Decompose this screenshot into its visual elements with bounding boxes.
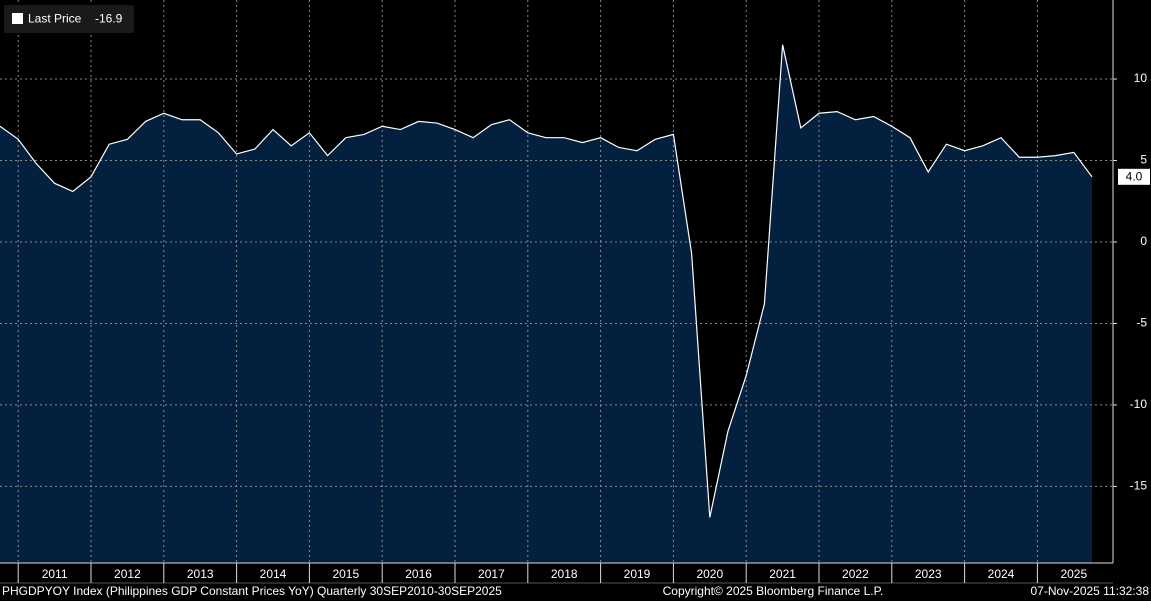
area-fill — [0, 44, 1092, 563]
y-tick-label: -10 — [1130, 397, 1148, 411]
x-tick-label: 2024 — [988, 567, 1015, 581]
x-tick-label: 2012 — [114, 567, 141, 581]
x-tick-label: 2013 — [187, 567, 214, 581]
x-tick-label: 2021 — [769, 567, 796, 581]
last-value-box — [1118, 168, 1150, 185]
x-tick-label: 2017 — [478, 567, 505, 581]
x-tick-label: 2018 — [551, 567, 578, 581]
x-tick-label: 2020 — [696, 567, 723, 581]
x-tick-label: 2019 — [624, 567, 651, 581]
footer-center: Copyright© 2025 Bloomberg Finance L.P. — [663, 584, 884, 598]
last-value-label: 4.0 — [1126, 169, 1143, 183]
x-tick-label: 2023 — [915, 567, 942, 581]
x-tick-label: 2015 — [332, 567, 359, 581]
x-tick-label: 2014 — [260, 567, 287, 581]
y-tick-label: 10 — [1134, 71, 1148, 85]
legend-label: Last Price — [28, 12, 82, 26]
y-tick-label: -15 — [1130, 479, 1148, 493]
x-tick-label: 2022 — [842, 567, 869, 581]
footer-left: PHGDPYOY Index (Philippines GDP Constant… — [2, 584, 502, 598]
legend-value: -16.9 — [95, 12, 123, 26]
x-tick-label: 2025 — [1060, 567, 1087, 581]
legend-box — [4, 5, 134, 33]
y-tick-label: -5 — [1136, 316, 1147, 330]
plot: 10 5 0 -5 -10 -15 2011 2012 2013 2014 2015 2016 2017… — [0, 0, 1150, 584]
x-tick-label: 2016 — [405, 567, 432, 581]
y-tick-label: 0 — [1140, 234, 1147, 248]
footer-right: 07-Nov-2025 11:32:38 — [1030, 584, 1149, 598]
x-tick-label: 2011 — [42, 567, 68, 581]
line — [0, 44, 1093, 518]
y-tick-label: 5 — [1140, 153, 1147, 167]
legend-swatch — [12, 13, 23, 24]
